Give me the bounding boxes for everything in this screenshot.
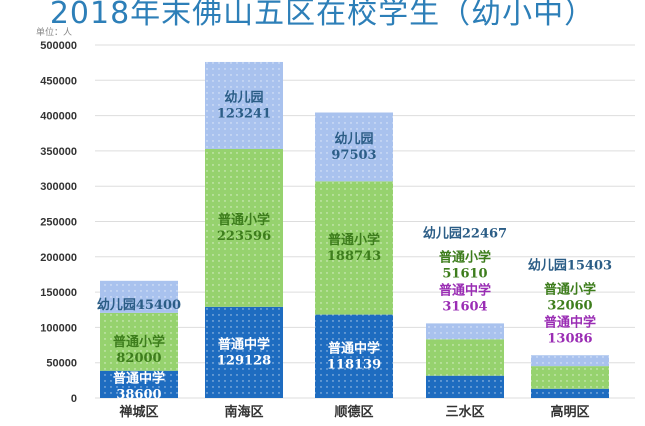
chart-title: 2018年末佛山五区在校学生（幼小中） (49, 0, 596, 31)
bar-texture (315, 314, 393, 398)
y-tick-label: 150000 (40, 287, 77, 299)
bar-texture (315, 112, 393, 182)
data-label: 普通中学 (328, 340, 380, 356)
data-label: 普通小学 (544, 281, 596, 297)
data-label: 188743 (327, 249, 381, 264)
data-label: 13086 (547, 331, 592, 346)
data-label: 118139 (327, 357, 381, 372)
y-tick-label: 50000 (46, 358, 77, 370)
data-label: 普通小学 (328, 232, 380, 248)
y-tick-label: 0 (71, 393, 77, 405)
data-label: 普通中学 (439, 282, 491, 298)
bar-texture (531, 388, 609, 398)
data-label: 普通小学 (113, 334, 165, 350)
data-label: 幼儿园15403 (528, 257, 612, 273)
data-label: 幼儿园45400 (97, 297, 181, 313)
data-label: 幼儿园 (224, 89, 263, 105)
data-label: 129128 (217, 353, 271, 368)
data-label: 普通中学 (544, 314, 596, 330)
data-label: 97503 (331, 148, 376, 163)
data-label: 普通小学 (218, 212, 270, 228)
data-label: 普通中学 (218, 336, 270, 352)
bar-texture (100, 370, 178, 398)
x-tick-label: 高明区 (550, 404, 589, 420)
data-label: 38600 (116, 387, 161, 402)
data-label: 32060 (547, 298, 592, 313)
unit-label: 单位：人 (36, 28, 73, 38)
data-label: 51610 (442, 266, 487, 281)
data-label: 普通中学 (113, 370, 165, 386)
bar-texture (426, 323, 504, 340)
y-tick-label: 500000 (40, 40, 77, 52)
bar-texture (531, 355, 609, 367)
y-tick-label: 300000 (40, 181, 77, 193)
y-tick-label: 100000 (40, 322, 77, 334)
x-tick-label: 三水区 (445, 404, 484, 420)
y-tick-label: 450000 (40, 75, 77, 87)
bar-texture (205, 148, 283, 307)
bar-texture (531, 366, 609, 389)
data-label: 幼儿园22467 (423, 225, 507, 241)
y-tick-label: 350000 (40, 146, 77, 158)
data-label: 82000 (116, 351, 161, 366)
bar-texture (426, 339, 504, 376)
bar-texture (315, 181, 393, 315)
x-tick-label: 南海区 (224, 404, 263, 420)
data-label: 31604 (442, 299, 487, 314)
data-label: 普通小学 (439, 249, 491, 265)
x-tick-label: 禅城区 (118, 404, 158, 420)
bar-texture (205, 306, 283, 398)
data-label: 223596 (217, 229, 271, 244)
bar-texture (100, 280, 178, 313)
y-tick-label: 250000 (40, 217, 77, 229)
y-tick-label: 200000 (40, 252, 77, 264)
data-label: 123241 (217, 106, 271, 121)
bar-texture (100, 312, 178, 371)
y-tick-label: 400000 (40, 111, 77, 123)
data-label: 幼儿园 (334, 131, 373, 147)
x-tick-label: 顺德区 (334, 404, 373, 420)
bar-texture (426, 375, 504, 398)
bar-texture (205, 61, 283, 149)
